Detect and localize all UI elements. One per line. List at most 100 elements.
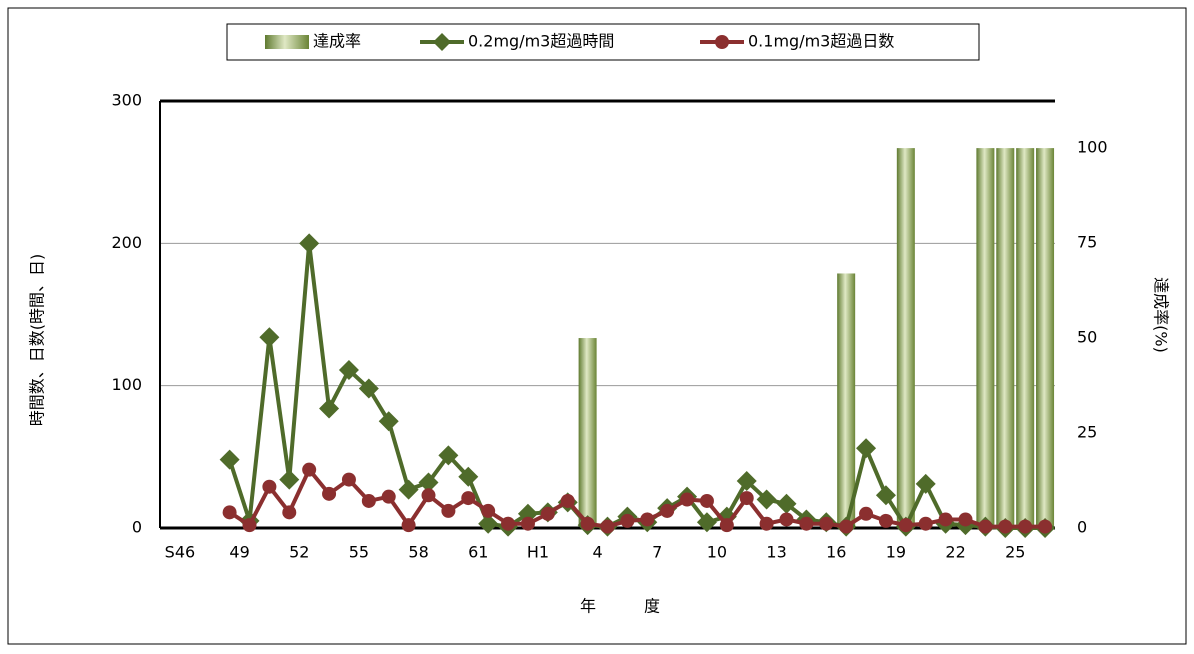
marker (839, 519, 854, 534)
marker (520, 516, 535, 531)
x-tick-label: 4 (593, 543, 603, 562)
marker (898, 518, 913, 533)
marker (517, 503, 538, 524)
x-tick-label: 58 (408, 543, 428, 562)
marker (776, 493, 797, 514)
marker (461, 491, 476, 506)
x-tick-label: 52 (289, 543, 309, 562)
marker (458, 466, 479, 487)
marker (222, 505, 237, 520)
marker (421, 488, 436, 503)
marker (438, 445, 459, 466)
marker (242, 518, 257, 533)
marker (600, 519, 615, 534)
marker (756, 489, 777, 510)
marker (398, 479, 419, 500)
y-tick-label: 200 (111, 233, 142, 252)
x-tick-label: 10 (707, 543, 727, 562)
marker (819, 516, 834, 531)
x-tick-label: 19 (886, 543, 906, 562)
x-tick-label: 55 (349, 543, 369, 562)
marker (1018, 519, 1033, 534)
marker (501, 516, 516, 531)
marker (856, 438, 877, 459)
bar (578, 338, 597, 528)
x-tick-label: 13 (766, 543, 786, 562)
bar (1016, 148, 1035, 529)
marker (560, 493, 575, 508)
marker (322, 486, 337, 501)
legend-label: 0.2mg/m3超過時間 (468, 32, 614, 51)
marker (878, 513, 893, 528)
y2-tick-label: 50 (1077, 328, 1097, 347)
legend-swatch (265, 35, 309, 49)
marker (441, 503, 456, 518)
marker (859, 506, 874, 521)
legend-marker (433, 33, 451, 51)
marker (358, 378, 379, 399)
y-tick-label: 0 (132, 518, 142, 537)
marker (915, 473, 936, 494)
marker (418, 472, 439, 493)
marker (381, 489, 396, 504)
marker (262, 479, 277, 494)
marker (620, 513, 635, 528)
marker (540, 506, 555, 521)
x-tick-label: 7 (652, 543, 662, 562)
x-tick-label: 16 (826, 543, 846, 562)
marker (1038, 519, 1053, 534)
bar (996, 148, 1015, 529)
y2-tick-label: 25 (1077, 423, 1097, 442)
marker (978, 519, 993, 534)
marker (958, 512, 973, 527)
y2-axis-label: 達成率(%) (1152, 277, 1171, 353)
marker (875, 485, 896, 506)
y-tick-label: 100 (111, 375, 142, 394)
marker (719, 518, 734, 533)
marker (680, 492, 695, 507)
bar (837, 273, 856, 528)
marker (319, 398, 340, 419)
bar (1036, 148, 1055, 529)
marker (299, 233, 320, 254)
marker (580, 516, 595, 531)
legend-marker (715, 35, 729, 49)
bar (896, 148, 915, 529)
x-tick-label: 22 (945, 543, 965, 562)
y-axis-label: 時間数、日数(時間、日) (28, 254, 47, 427)
marker (640, 512, 655, 527)
marker (338, 360, 359, 381)
marker (660, 503, 675, 518)
marker (699, 493, 714, 508)
marker (736, 471, 757, 492)
marker (378, 411, 399, 432)
legend-box (226, 23, 980, 61)
marker (341, 472, 356, 487)
marker (302, 462, 317, 477)
marker (918, 516, 933, 531)
marker (478, 513, 499, 534)
marker (696, 512, 717, 533)
marker (938, 512, 953, 527)
x-tick-label: H1 (527, 543, 549, 562)
marker (401, 518, 416, 533)
marker (998, 519, 1013, 534)
x-tick-label: 49 (229, 543, 249, 562)
marker (799, 516, 814, 531)
marker (361, 493, 376, 508)
legend-label: 達成率 (313, 32, 361, 51)
y2-tick-label: 100 (1077, 138, 1108, 157)
y-tick-label: 300 (111, 91, 142, 110)
legend-label: 0.1mg/m3超過日数 (748, 32, 894, 51)
marker (481, 503, 496, 518)
y2-tick-label: 0 (1077, 518, 1087, 537)
bar (976, 148, 995, 529)
x-tick-label: S46 (165, 543, 196, 562)
marker (282, 505, 297, 520)
x-tick-label: 25 (1005, 543, 1025, 562)
x-tick-label: 61 (468, 543, 488, 562)
marker (259, 327, 280, 348)
marker (739, 491, 754, 506)
marker (279, 469, 300, 490)
